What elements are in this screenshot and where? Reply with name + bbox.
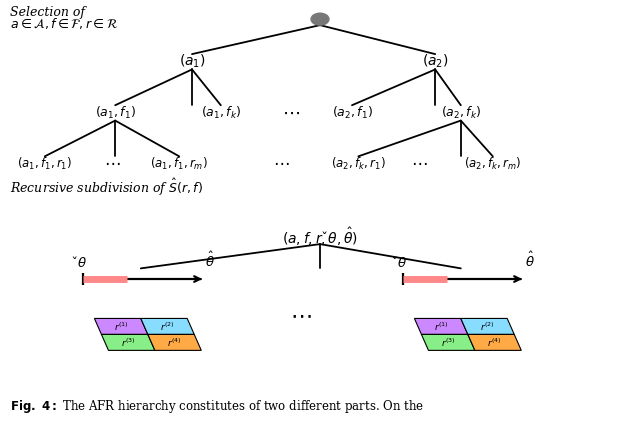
Text: $(a_1, f_1, r_m)$: $(a_1, f_1, r_m)$ [150, 156, 208, 172]
Text: $(a_2, f_k, r_m)$: $(a_2, f_k, r_m)$ [464, 156, 522, 172]
Text: $a \in \mathcal{A}, f \in \mathcal{F}, r \in \mathcal{R}$: $a \in \mathcal{A}, f \in \mathcal{F}, r… [10, 16, 118, 31]
Polygon shape [461, 319, 515, 334]
Text: $\hat{\theta}$: $\hat{\theta}$ [525, 250, 535, 270]
Text: $(a_2, f_k)$: $(a_2, f_k)$ [440, 105, 481, 121]
Text: $(a_2, f_1)$: $(a_2, f_1)$ [332, 105, 372, 121]
Text: $(a_1, f_k)$: $(a_1, f_k)$ [200, 105, 241, 121]
Text: $(a, f, r, \check{\theta}, \hat{\theta})$: $(a, f, r, \check{\theta}, \hat{\theta})… [282, 225, 358, 248]
Text: $r^{(1)}$: $r^{(1)}$ [114, 320, 129, 333]
Text: $r^{(2)}$: $r^{(2)}$ [480, 320, 495, 333]
Polygon shape [95, 319, 148, 334]
Circle shape [311, 13, 329, 25]
Text: $r^{(4)}$: $r^{(4)}$ [167, 336, 182, 348]
Text: $r^{(3)}$: $r^{(3)}$ [441, 336, 456, 348]
Text: $\check{\theta}$: $\check{\theta}$ [392, 255, 408, 270]
Text: $(a_1, f_1, r_1)$: $(a_1, f_1, r_1)$ [17, 156, 72, 172]
Text: $r^{(4)}$: $r^{(4)}$ [487, 336, 502, 348]
Text: $\cdots$: $\cdots$ [290, 304, 312, 326]
Text: $\cdots$: $\cdots$ [282, 104, 300, 122]
Text: $r^{(2)}$: $r^{(2)}$ [160, 320, 175, 333]
Text: Selection of: Selection of [10, 6, 84, 20]
Text: $\hat{\theta}$: $\hat{\theta}$ [205, 250, 215, 270]
Text: $r^{(3)}$: $r^{(3)}$ [121, 336, 136, 348]
Text: $\cdots$: $\cdots$ [104, 154, 120, 171]
Polygon shape [415, 319, 468, 334]
Text: Recursive subdivision of $\hat{S}(r, f)$: Recursive subdivision of $\hat{S}(r, f)$ [10, 177, 203, 198]
Text: $(a_2)$: $(a_2)$ [422, 53, 449, 70]
Text: $\mathbf{Fig.\ 4{:}}$ The AFR hierarchy constitutes of two different parts. On t: $\mathbf{Fig.\ 4{:}}$ The AFR hierarchy … [10, 398, 424, 415]
Text: $\cdots$: $\cdots$ [411, 154, 428, 171]
Polygon shape [141, 319, 195, 334]
Text: $\check{\theta}$: $\check{\theta}$ [72, 255, 88, 270]
Text: $(a_2, f_k, r_1)$: $(a_2, f_k, r_1)$ [331, 156, 386, 172]
Polygon shape [102, 334, 155, 350]
Polygon shape [468, 334, 521, 350]
Text: $\cdots$: $\cdots$ [273, 154, 290, 171]
Text: $(a_1, f_1)$: $(a_1, f_1)$ [95, 105, 136, 121]
Polygon shape [422, 334, 475, 350]
Text: $(a_1)$: $(a_1)$ [179, 53, 205, 70]
Text: $r^{(1)}$: $r^{(1)}$ [434, 320, 449, 333]
Polygon shape [148, 334, 202, 350]
